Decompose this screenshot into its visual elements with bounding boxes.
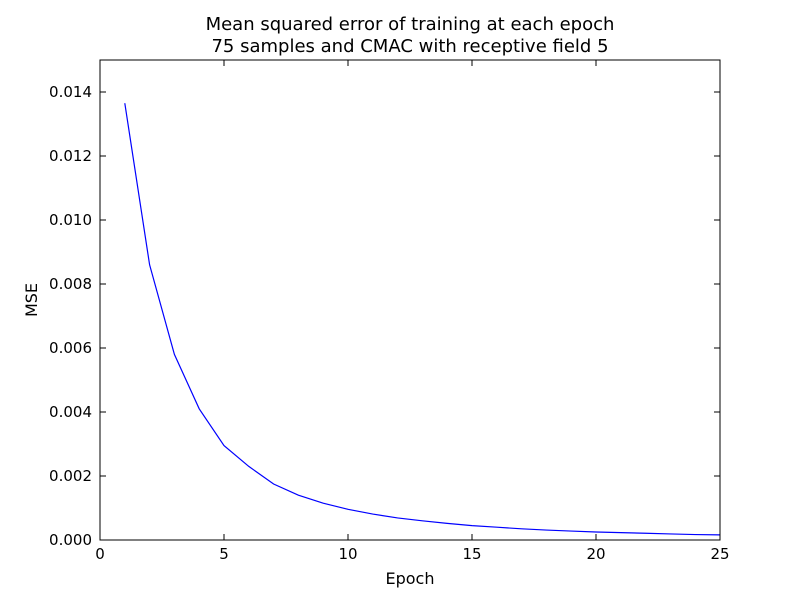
x-tick-label: 5 [219,545,229,563]
axes-frame [99,59,721,541]
y-tick-label: 0.006 [49,339,92,357]
x-tick-label: 15 [462,545,481,563]
y-tick-label: 0.008 [49,275,92,293]
x-tick-label: 20 [586,545,605,563]
x-tick-label: 0 [95,545,105,563]
y-tick-label: 0.014 [49,83,92,101]
chart-title: Mean squared error of training at each e… [206,14,615,35]
plot-area: 0 5 10 15 20 25 0.000 0.002 0.004 0.006 0.008 0.010… [49,59,730,563]
chart-subtitle: 75 samples and CMAC with receptive field… [211,36,608,57]
y-tick-label: 0.004 [49,403,92,421]
y-tick-label: 0.000 [49,531,92,549]
x-tick-label: 10 [338,545,357,563]
series-line-0 [124,103,721,536]
y-axis-label: MSE [22,283,41,317]
y-tick-label: 0.002 [49,467,92,485]
y-tick-label: 0.012 [49,147,92,165]
x-tick-label: 25 [710,545,729,563]
y-tick-label: 0.010 [49,211,92,229]
x-axis-label: Epoch [386,569,435,588]
